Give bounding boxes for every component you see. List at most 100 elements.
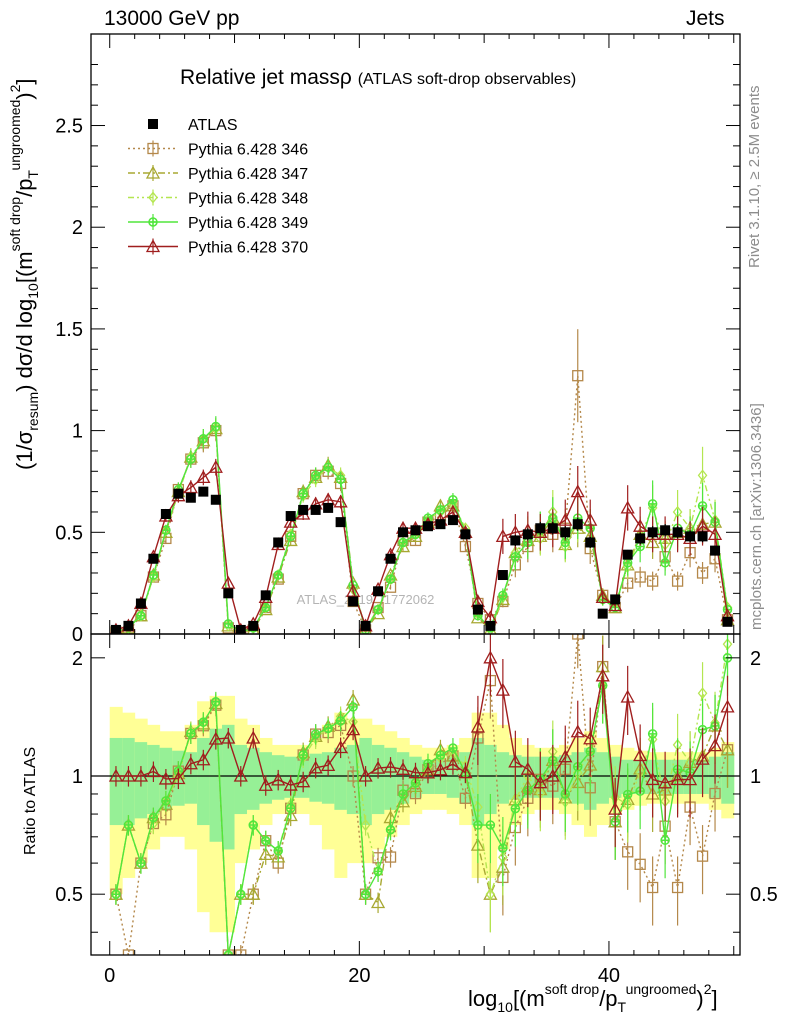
series-4-point [335, 474, 346, 485]
atlas-point [198, 486, 209, 497]
chart-subtitle: (ATLAS soft-drop observables) [357, 71, 577, 88]
series-4-point-cross [261, 603, 270, 612]
series-3-ratio-point [360, 819, 371, 832]
series-4-ratio-point [223, 950, 234, 955]
series-4-point [385, 574, 396, 584]
series-2-ratio-point [271, 849, 286, 863]
series-5-ratio-point [246, 730, 261, 744]
series-4-point-cross [274, 571, 283, 580]
series-5-line [115, 465, 729, 631]
series-5-ratio-point [570, 724, 585, 738]
series-5-ratio-point [720, 699, 735, 713]
series-4-point [622, 558, 633, 568]
atlas-point [348, 596, 359, 607]
series-5-ratio-point [208, 731, 223, 745]
x-tick-label: 20 [348, 965, 370, 987]
series-5-ratio-point [633, 748, 648, 762]
series-4-point-cross [511, 552, 520, 561]
series-5-ratio-point [121, 768, 136, 782]
atlas-point [360, 620, 371, 631]
series-4-point [323, 462, 333, 472]
legend-label: Pythia 6.428 347 [188, 166, 308, 183]
legend: ATLAS Pythia 6.428 346 Pythia 6.428 347 Pyt… [128, 117, 308, 257]
series-4-ratio-point-cross [486, 821, 495, 830]
series-4-ratio-point [136, 858, 146, 868]
series-4-ratio-point [622, 789, 633, 800]
series-5-point [495, 529, 510, 543]
atlas-point [447, 515, 458, 526]
series-1-ratio-point [634, 858, 646, 870]
series-2-ratio-point [720, 742, 735, 756]
y-tick-label: 2 [72, 217, 83, 239]
series-3-point [273, 568, 284, 582]
series-5-point [583, 512, 598, 526]
series-5-ratio-point [520, 761, 535, 775]
legend-marker-cross [149, 218, 157, 226]
series-1-ratio-point [696, 850, 709, 862]
atlas-point [460, 529, 471, 540]
atlas-point [110, 624, 121, 634]
series-4-ratio-point [323, 723, 333, 734]
series-4-ratio-point-cross [448, 743, 457, 752]
series-3-ratio-point [223, 948, 234, 955]
series-4-ratio-point [211, 697, 221, 707]
atlas-point [248, 620, 259, 631]
series-4-point-cross [623, 558, 632, 567]
atlas-point [647, 527, 658, 538]
series-4-ratio-point-cross [623, 790, 632, 799]
series-4-ratio-point [510, 803, 521, 814]
atlas-point [497, 570, 508, 581]
series-3-point [136, 609, 146, 622]
ratio-band-inner [384, 747, 398, 810]
series-4-point-cross [498, 591, 507, 600]
series-3-ratio-point [148, 817, 159, 830]
series-4-ratio-point-cross [286, 804, 295, 813]
series-4-point [435, 505, 446, 515]
series-5-ratio-point [458, 765, 473, 779]
watermark: ATLAS_2019_I1772062 [297, 592, 435, 607]
series-5-ratio-point [682, 772, 698, 786]
series-4-ratio-point [647, 729, 658, 739]
series-2-ratio-point [370, 895, 386, 909]
series-4-ratio-point [385, 824, 396, 835]
series-1-ratio-point [671, 881, 684, 894]
series-5-ratio-point [333, 740, 348, 754]
series-5-ratio-point [558, 749, 573, 763]
chart-title: Relative jet massρ [180, 66, 352, 89]
series-4-point [498, 590, 508, 601]
series-5-ratio-point [620, 689, 635, 703]
atlas-point [685, 531, 696, 542]
series-5-ratio-point [108, 768, 124, 782]
series-5-point [633, 518, 648, 532]
series-4-ratio-point [485, 820, 496, 830]
series-5-ratio-point [158, 771, 173, 785]
series-4-point [260, 602, 271, 613]
legend-marker [147, 142, 159, 155]
series-4-ratio-point-cross [361, 890, 370, 899]
series-4-point [398, 537, 408, 548]
atlas-point [485, 620, 496, 631]
atlas-point [510, 535, 521, 546]
series-1-line [116, 375, 729, 634]
series-5-ratio-point [433, 762, 448, 776]
series-3-point [373, 603, 383, 616]
series-5-ratio-point [283, 777, 298, 791]
series-3-ratio-point [697, 687, 708, 700]
series-4-point [298, 488, 308, 499]
atlas-point [610, 594, 621, 605]
atlas-point [160, 509, 171, 519]
atlas-point [260, 590, 271, 601]
series-4-point [510, 551, 521, 562]
series-4-point-cross [211, 422, 220, 431]
series-4-ratio-point [373, 866, 383, 877]
series-4-ratio-point [260, 835, 271, 846]
atlas-point [298, 504, 309, 515]
series-4-point-cross [149, 571, 158, 580]
series-3-point [697, 469, 708, 482]
series-4-point-cross [661, 558, 670, 567]
series-3-point [260, 601, 271, 614]
series-4-ratio-point-cross [661, 836, 670, 845]
series-4-ratio-point-cross [473, 821, 482, 830]
series-5-point [620, 500, 635, 514]
atlas-point [285, 511, 296, 522]
